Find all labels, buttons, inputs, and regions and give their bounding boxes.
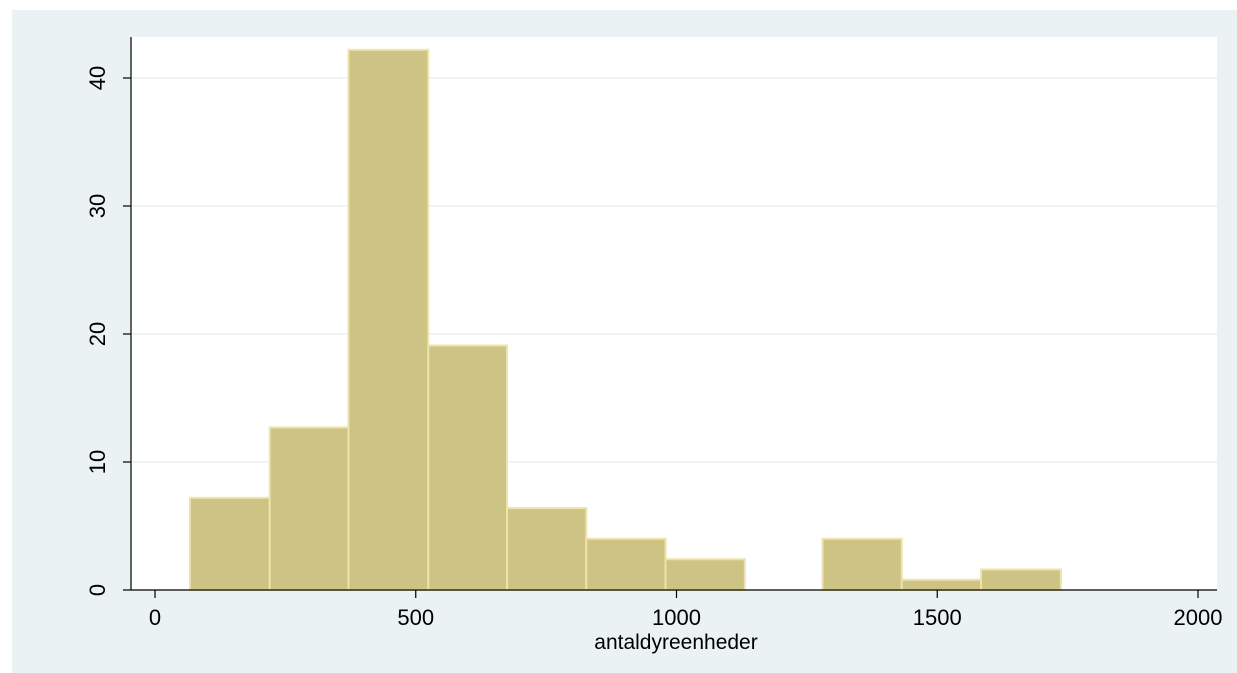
y-tick-label: 30	[85, 194, 110, 218]
y-tick-label: 0	[85, 584, 110, 596]
histogram-bar	[821, 537, 903, 591]
histogram-bar	[900, 578, 983, 592]
ticks: 0 500 1000 1500 2000 0 10 20 30 40	[85, 66, 1222, 630]
histogram-bar	[427, 344, 509, 591]
y-tick-label: 10	[85, 450, 110, 474]
x-axis-label: antaldyreenheder	[594, 631, 757, 654]
histogram-bar	[980, 568, 1062, 592]
histogram-bar	[268, 426, 350, 591]
axes	[130, 37, 1217, 591]
x-tick-label: 1500	[913, 605, 962, 630]
x-tick-label: 0	[149, 605, 161, 630]
histogram-bar	[188, 496, 271, 591]
x-tick-label: 2000	[1174, 605, 1223, 630]
histogram-bar	[585, 537, 667, 591]
y-tick-label: 20	[85, 322, 110, 346]
x-tick-label: 1000	[652, 605, 701, 630]
x-tick-label: 500	[397, 605, 434, 630]
histogram-bar	[347, 48, 430, 591]
histogram-bar	[664, 558, 746, 592]
y-tick-label: 40	[85, 66, 110, 90]
histogram-bar	[506, 507, 588, 591]
